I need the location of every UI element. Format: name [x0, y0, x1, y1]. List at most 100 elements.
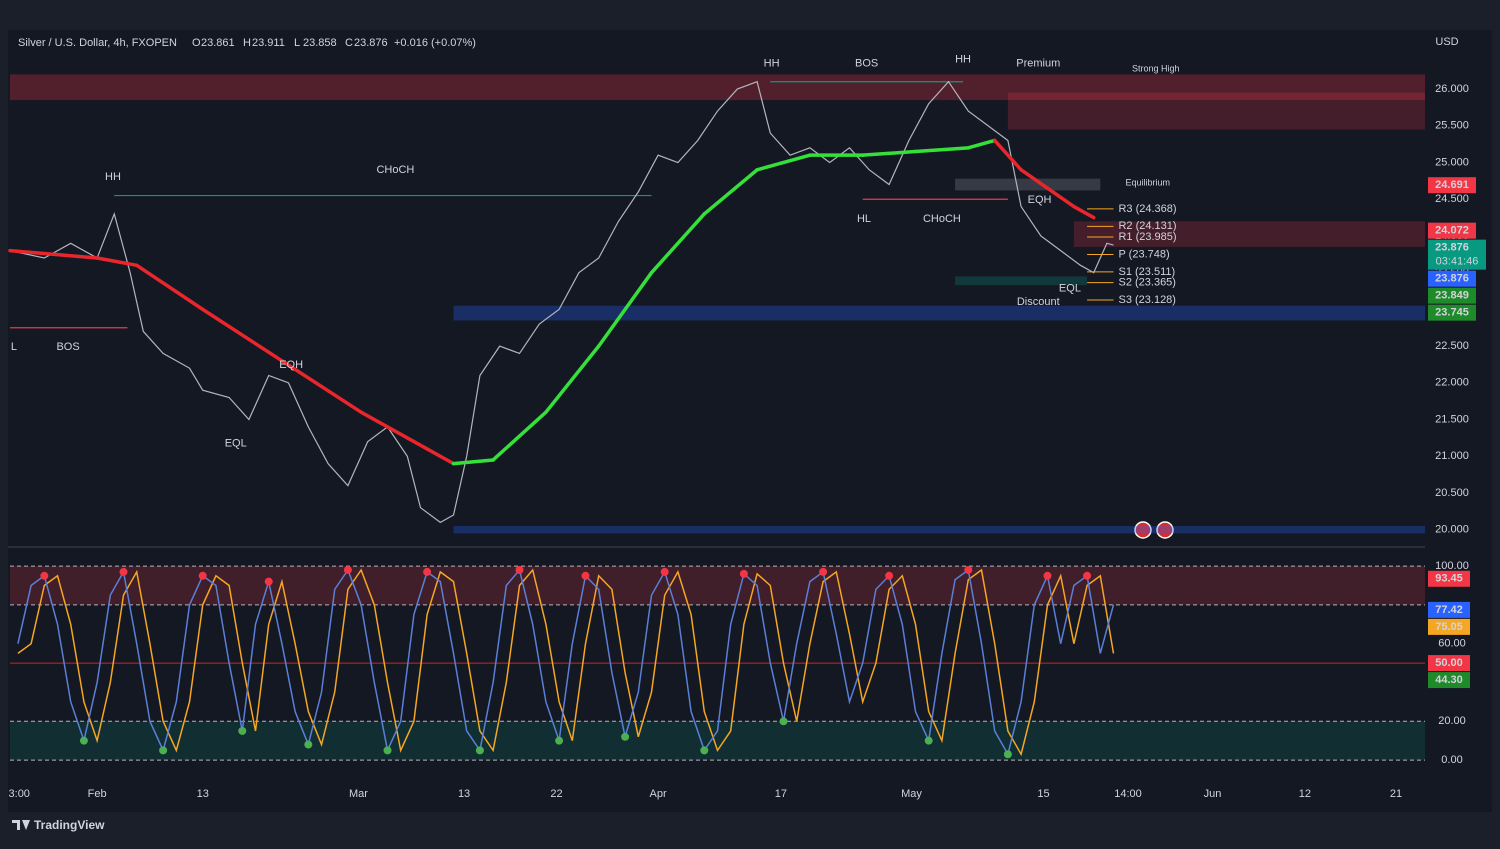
y-tick-label: 20.000 — [1435, 524, 1469, 536]
peak-dot — [198, 571, 207, 580]
x-tick-label: 13 — [197, 788, 209, 800]
pivot-label: P (23.748) — [1118, 248, 1169, 260]
y-tick-label: 21.000 — [1435, 450, 1469, 462]
moving-average-segment — [1072, 204, 1096, 220]
x-tick-label: 14:00 — [1114, 788, 1142, 800]
y-tick-label: 22.500 — [1435, 340, 1469, 352]
y-tick-label: 25.000 — [1435, 156, 1469, 168]
peak-dot — [819, 567, 828, 576]
x-tick-label: 21 — [1390, 788, 1402, 800]
y-tick-label: 21.500 — [1435, 413, 1469, 425]
moving-average-segment — [451, 458, 495, 466]
moving-average-segment — [491, 410, 548, 462]
moving-average-segment — [860, 149, 918, 157]
zone — [1007, 92, 1425, 130]
trough-dot — [924, 736, 933, 745]
oscillator-tag — [1428, 655, 1470, 672]
flag[interactable] — [1156, 521, 1174, 539]
ohlc-label: H — [243, 37, 251, 49]
moving-average-segment — [425, 447, 456, 466]
y-tick-label: 22.000 — [1435, 377, 1469, 389]
moving-average-segment — [1019, 168, 1076, 209]
y-tick-label: 26.000 — [1435, 83, 1469, 95]
x-tick-label: Jun — [1204, 788, 1222, 800]
trough-dot — [304, 740, 313, 749]
oscillator-tag — [1428, 601, 1470, 618]
logo — [12, 820, 30, 830]
y-tick-label: 24.500 — [1435, 193, 1469, 205]
brand: TradingView — [34, 818, 105, 832]
ohlc-label: O — [192, 37, 201, 49]
moving-average-segment — [596, 270, 654, 348]
peak-dot — [964, 565, 973, 574]
trough-dot — [383, 746, 392, 755]
pivot-label: S1 (23.511) — [1118, 266, 1175, 278]
moving-average-segment — [200, 307, 284, 363]
x-tick-label: 12 — [1299, 788, 1311, 800]
ohlc-value: 23.858 — [303, 37, 337, 49]
moving-average-segment — [544, 344, 601, 414]
peak-dot — [423, 567, 432, 576]
trough-dot — [700, 746, 709, 755]
zone — [1073, 221, 1425, 247]
annotation: EQL — [1059, 283, 1081, 295]
overbought — [10, 566, 1425, 605]
price-tag-label: 23.745 — [1435, 307, 1469, 319]
zone — [955, 276, 1088, 286]
zone — [453, 526, 1426, 534]
ohlc-label: C — [345, 37, 353, 49]
ohlc-value: 23.861 — [201, 37, 235, 49]
annotation: Discount — [1017, 296, 1060, 308]
ohlc-value: 23.911 — [252, 37, 285, 49]
oscillator-tag — [1428, 672, 1470, 689]
annotation: EQH — [279, 359, 303, 371]
price-tag — [1428, 177, 1476, 194]
trough-dot — [1003, 750, 1012, 759]
ohlc-values: O 23.861 H 23.911 L 23.858 C 23.876 +0.016 (+0.0… — [192, 37, 476, 49]
price-tag — [1428, 270, 1476, 287]
x-tick-label: Mar — [349, 788, 368, 800]
countdown: 03:41:46 — [1436, 256, 1479, 268]
peak-dot — [1043, 571, 1052, 580]
trough-dot — [238, 726, 247, 735]
moving-average-segment — [134, 263, 205, 312]
peak-dot — [515, 565, 524, 574]
moving-average-segment — [702, 168, 759, 216]
oscillator-k — [17, 568, 1115, 757]
zone — [453, 305, 1426, 321]
peak-dot — [264, 577, 273, 586]
trough-dot — [555, 736, 564, 745]
y-tick-label: 60.00 — [1438, 638, 1466, 650]
currency: USD — [1435, 36, 1458, 48]
moving-average-segment — [755, 153, 812, 172]
event-flags — [1134, 521, 1174, 539]
zone — [955, 178, 1101, 191]
price-tag — [1428, 287, 1476, 304]
peak-dot — [1083, 571, 1092, 580]
change: +0.016 (+0.07%) — [394, 37, 476, 49]
x-tick-label: 22 — [550, 788, 562, 800]
peak-dot — [581, 571, 590, 580]
y-tick-label: 20.500 — [1435, 487, 1469, 499]
annotation: CHoCH — [923, 213, 961, 225]
trough-dot — [475, 746, 484, 755]
symbol: Silver / U.S. Dollar, 4h, FXOPEN — [18, 37, 177, 49]
moving-average-segment — [966, 138, 997, 150]
annotation: BOS — [56, 341, 79, 353]
flag[interactable] — [1134, 521, 1152, 539]
moving-average-segment — [359, 410, 429, 451]
pivot-label: S3 (23.128) — [1118, 294, 1175, 306]
x-tick-label: 3:00 — [9, 788, 30, 800]
annotation: HH — [955, 54, 971, 66]
trough-dot — [779, 717, 788, 726]
x-tick-label: May — [901, 788, 922, 800]
annotation: EQH — [1028, 194, 1052, 206]
annotation: Premium — [1016, 57, 1060, 69]
pivot-label: S2 (23.365) — [1118, 276, 1175, 288]
moving-average-segment — [280, 359, 363, 414]
price-tag-label: 24.691 — [1435, 179, 1469, 191]
peak-dot — [119, 567, 128, 576]
peak-dot — [343, 565, 352, 574]
